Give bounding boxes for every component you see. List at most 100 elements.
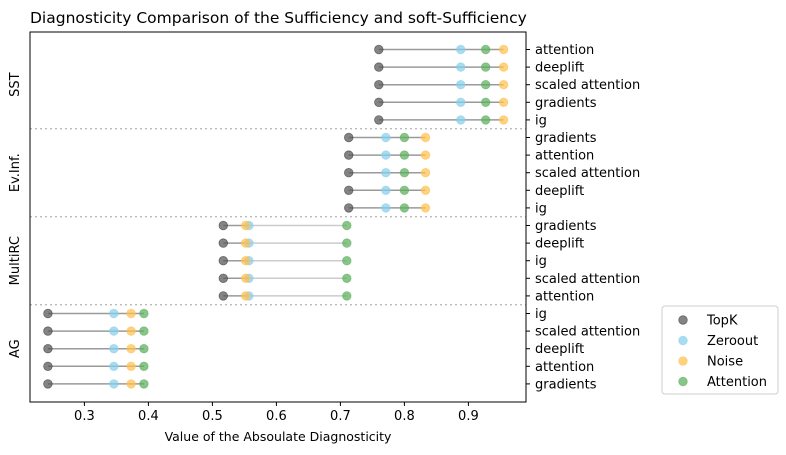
legend-label: Noise: [707, 355, 743, 370]
axes-frame: [29, 31, 527, 403]
point-zeroout: [109, 326, 119, 336]
point-attention: [139, 344, 149, 354]
point-zeroout: [109, 361, 119, 372]
chart-title: Diagnosticity Comparison of the Sufficie…: [30, 9, 527, 27]
y-tick-label: gradients: [535, 219, 597, 234]
point-zeroout: [456, 97, 466, 108]
point-topk: [344, 150, 354, 160]
point-topk: [218, 238, 228, 248]
y-tick-label: deeplift: [535, 342, 584, 357]
y-tick-label: ig: [535, 113, 547, 128]
point-zeroout: [109, 379, 119, 389]
point-topk: [43, 379, 53, 389]
point-noise: [126, 344, 136, 354]
point-noise: [240, 291, 251, 301]
y-tick-label: gradients: [535, 377, 597, 392]
point-topk: [374, 97, 384, 108]
point-topk: [218, 273, 228, 284]
point-noise: [126, 361, 136, 372]
point-topk: [374, 115, 384, 125]
legend-label: TopK: [706, 314, 738, 329]
point-attention: [480, 62, 491, 72]
point-zeroout: [456, 44, 466, 55]
y-tick-label: attention: [535, 149, 594, 164]
point-noise: [126, 326, 136, 336]
point-noise: [240, 238, 251, 248]
y-tick-label: attention: [535, 289, 594, 304]
group-label: Ev.Inf.: [8, 153, 23, 192]
point-attention: [342, 220, 352, 231]
legend-marker-noise: [678, 356, 688, 366]
point-topk: [344, 167, 354, 178]
point-attention: [399, 167, 410, 178]
point-topk: [218, 256, 228, 266]
point-noise: [498, 115, 509, 125]
point-topk: [218, 220, 228, 231]
point-attention: [480, 44, 491, 55]
point-attention: [139, 361, 149, 372]
y-tick-label: ig: [535, 201, 547, 216]
point-topk: [43, 361, 53, 372]
y-tick-label: ig: [535, 307, 547, 322]
point-attention: [342, 238, 352, 248]
point-attention: [342, 291, 352, 301]
point-noise: [498, 62, 509, 72]
point-noise: [498, 44, 509, 55]
point-topk: [43, 344, 53, 354]
point-zeroout: [456, 115, 466, 125]
y-tick-label: deeplift: [535, 237, 584, 252]
point-topk: [374, 44, 384, 55]
point-zeroout: [456, 62, 466, 72]
point-topk: [43, 326, 53, 336]
point-topk: [344, 132, 354, 143]
point-attention: [342, 273, 352, 284]
plot-area: attention deeplift scaled attention gradien…: [8, 43, 640, 392]
y-tick-label: scaled attention: [535, 78, 640, 93]
point-noise: [240, 220, 251, 231]
y-tick-label: scaled attention: [535, 272, 640, 287]
legend-label: Zeroout: [707, 334, 758, 349]
point-noise: [126, 379, 136, 389]
point-topk: [344, 203, 354, 213]
point-topk: [43, 308, 53, 319]
group-label: MultiRC: [8, 236, 23, 285]
legend-marker-topk: [678, 315, 688, 325]
legend: TopK Zeroout Noise Attention: [661, 305, 779, 395]
point-attention: [342, 256, 352, 266]
group-label: AG: [8, 339, 23, 358]
point-zeroout: [381, 203, 391, 213]
point-zeroout: [109, 344, 119, 354]
point-zeroout: [109, 308, 119, 319]
group-label: SST: [8, 72, 23, 97]
y-tick-label: attention: [535, 360, 594, 375]
point-attention: [139, 308, 149, 319]
point-noise: [420, 203, 431, 213]
point-noise: [126, 308, 136, 319]
point-attention: [480, 97, 491, 108]
point-attention: [139, 379, 149, 389]
point-noise: [498, 97, 509, 108]
x-tick-label: 0.9: [458, 409, 479, 424]
point-attention: [399, 132, 410, 143]
legend-marker-zeroout: [678, 335, 688, 346]
x-tick-label: 0.5: [202, 409, 223, 424]
point-zeroout: [381, 150, 391, 160]
y-tick-label: deeplift: [535, 61, 584, 76]
point-noise: [498, 79, 509, 90]
x-tick-label: 0.8: [394, 409, 415, 424]
x-axis: 0.3 0.4 0.5 0.6 0.7 0.8 0.9: [74, 402, 479, 424]
point-zeroout: [381, 132, 391, 143]
x-tick-label: 0.7: [330, 409, 351, 424]
point-noise: [420, 150, 431, 160]
x-tick-label: 0.6: [266, 409, 287, 424]
point-zeroout: [381, 185, 391, 196]
point-zeroout: [381, 167, 391, 178]
point-attention: [399, 203, 410, 213]
point-attention: [139, 326, 149, 336]
x-tick-label: 0.4: [138, 409, 159, 424]
point-topk: [374, 62, 384, 72]
point-attention: [480, 79, 491, 90]
y-tick-label: attention: [535, 43, 594, 58]
point-attention: [399, 185, 410, 196]
